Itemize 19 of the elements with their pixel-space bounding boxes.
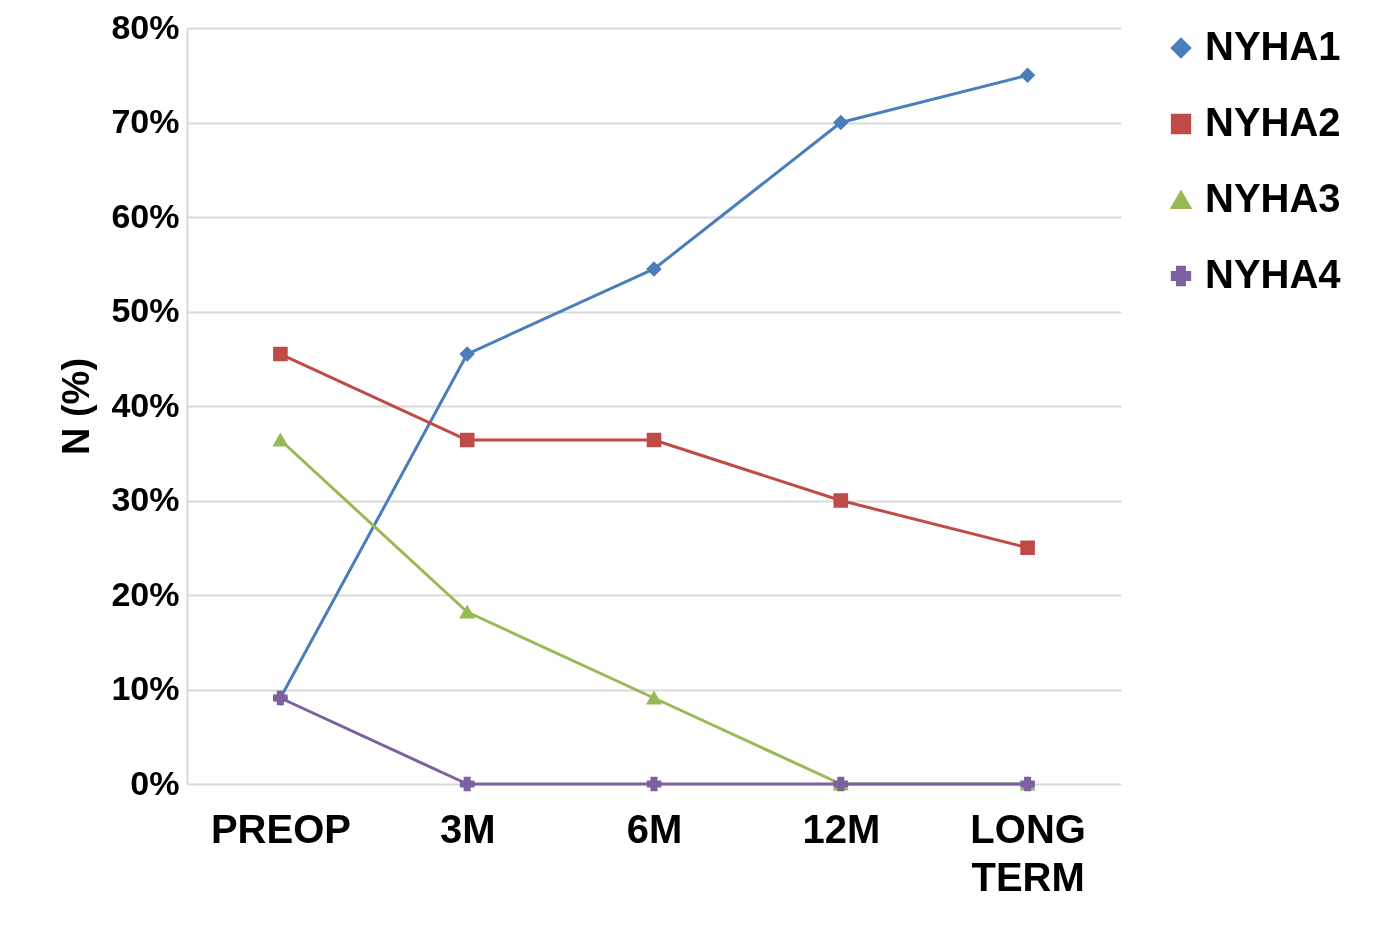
- legend-label: NYHA1: [1205, 24, 1341, 68]
- legend-label: NYHA3: [1205, 176, 1341, 220]
- legend-label: NYHA4: [1205, 252, 1342, 296]
- y-tick-label: 40%: [111, 385, 180, 424]
- y-tick-label: 50%: [111, 291, 180, 329]
- y-tick-label: 0%: [130, 763, 180, 802]
- x-tick-label: 3M: [439, 806, 496, 851]
- y-tick-label: 30%: [111, 480, 180, 518]
- x-tick-label: 12M: [802, 806, 881, 851]
- legend-label: NYHA2: [1205, 100, 1341, 144]
- y-tick-label: 60%: [111, 196, 180, 235]
- y-tick-label: 20%: [111, 574, 180, 613]
- x-tick-label: LONG TERM: [970, 806, 1086, 899]
- x-tick-label: PREOP: [210, 806, 351, 851]
- y-tick-label: 10%: [111, 669, 180, 707]
- y-tick-label: 70%: [111, 102, 180, 140]
- x-tick-label: 6M: [626, 806, 683, 851]
- y-tick-label: 80%: [111, 7, 180, 46]
- y-axis-title: N (%): [55, 357, 98, 456]
